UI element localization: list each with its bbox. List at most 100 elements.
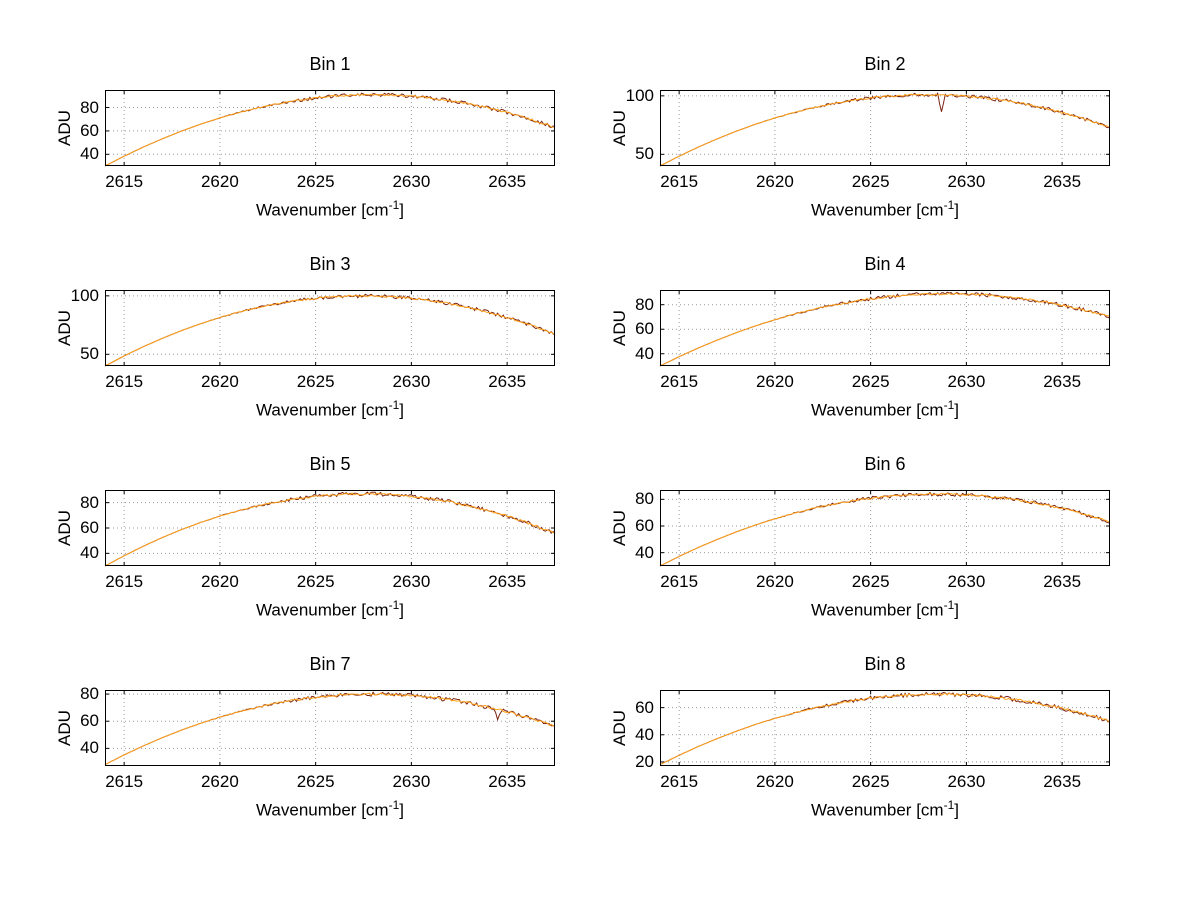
x-axis-label-text-end: ] [954, 800, 959, 820]
x-axis-label-superscript: -1 [943, 598, 955, 612]
x-tick-label: 2625 [296, 572, 335, 591]
x-axis-label-text: Wavenumber [cm [811, 400, 944, 420]
axes [659, 90, 1111, 167]
x-axis-label-text: Wavenumber [cm [256, 600, 389, 620]
spectrum-line [659, 692, 1111, 766]
x-tick-label: 2630 [392, 172, 431, 191]
subplot-bin-1: Bin 1 ADU Wavenumber [cm-1] 40 60 80 2615 26… [45, 48, 600, 243]
x-axis-label: Wavenumber [cm-1] [660, 598, 1110, 621]
axes [104, 690, 556, 766]
x-tick-label: 2625 [851, 372, 890, 391]
x-tick-label: 2635 [488, 372, 527, 391]
x-tick-label: 2615 [105, 372, 144, 391]
spectrum-line [104, 492, 556, 567]
x-axis-label: Wavenumber [cm-1] [660, 398, 1110, 421]
plot-frame [660, 490, 1110, 566]
x-tick-label: 2630 [392, 572, 431, 591]
y-tick-label: 80 [635, 489, 654, 509]
axes [104, 490, 556, 567]
y-tick-label: 40 [80, 738, 99, 758]
subplot-title: Bin 1 [309, 54, 351, 74]
subplot-title: Bin 7 [309, 654, 351, 674]
x-tick-label: 2630 [947, 172, 986, 191]
x-tick-label: 2630 [947, 372, 986, 391]
x-tick-label: 2615 [105, 772, 144, 791]
axes [659, 490, 1111, 567]
subplot-title: Bin 2 [864, 54, 906, 74]
spectrum-noise-line [104, 293, 556, 367]
spectrum-line [659, 492, 1111, 567]
spectrum-noise-line [659, 491, 1110, 567]
x-axis-label: Wavenumber [cm-1] [105, 798, 555, 821]
spectrum-line [104, 294, 556, 367]
x-tick-label: 2620 [755, 572, 794, 591]
plot-area [659, 490, 1111, 567]
y-tick-label: 80 [80, 492, 99, 512]
x-axis-label-text: Wavenumber [cm [256, 800, 389, 820]
x-tick-label: 2615 [660, 772, 699, 791]
subplot-title: Bin 4 [864, 254, 906, 274]
x-tick-label: 2620 [755, 772, 794, 791]
y-tick-label: 100 [625, 85, 654, 105]
x-axis-label-superscript: -1 [388, 598, 400, 612]
plot-frame [660, 690, 1110, 766]
x-axis-label-superscript: -1 [943, 798, 955, 812]
x-axis-label-text-end: ] [399, 600, 404, 620]
x-axis-label-text-end: ] [954, 600, 959, 620]
x-tick-label: 2625 [296, 372, 335, 391]
subplot-title: Bin 5 [309, 454, 351, 474]
plot-frame [105, 90, 555, 166]
axes [104, 90, 556, 167]
x-axis-label-superscript: -1 [943, 398, 955, 412]
y-tick-label: 60 [80, 518, 99, 537]
plot-area [659, 290, 1111, 367]
x-tick-label: 2615 [660, 372, 699, 391]
x-axis-label: Wavenumber [cm-1] [105, 398, 555, 421]
y-tick-label: 50 [635, 144, 654, 164]
x-axis-label-superscript: -1 [388, 198, 400, 212]
y-tick-label: 50 [80, 344, 99, 364]
x-axis-label-text-end: ] [399, 800, 404, 820]
plot-area [104, 690, 556, 766]
x-axis-label: Wavenumber [cm-1] [105, 198, 555, 221]
x-tick-label: 2635 [1043, 372, 1082, 391]
y-tick-label: 80 [80, 97, 99, 117]
plot-area [659, 90, 1111, 167]
subplot-bin-3: Bin 3 ADU Wavenumber [cm-1] 50 100 2615 262… [45, 248, 600, 443]
y-tick-label: 80 [635, 294, 654, 314]
x-tick-label: 2620 [755, 172, 794, 191]
plot-frame [105, 490, 555, 566]
y-tick-label: 40 [635, 542, 654, 562]
x-axis-label-text: Wavenumber [cm [811, 600, 944, 620]
y-tick-label: 60 [635, 516, 654, 535]
plot-frame [660, 90, 1110, 166]
plot-frame [660, 290, 1110, 366]
subplot-bin-7: Bin 7 ADU Wavenumber [cm-1] 40 60 80 2615 26… [45, 648, 600, 843]
x-axis-label: Wavenumber [cm-1] [660, 198, 1110, 221]
y-tick-label: 60 [80, 120, 99, 140]
subplot-title: Bin 6 [864, 454, 906, 474]
plot-frame [105, 690, 555, 766]
x-tick-label: 2630 [392, 772, 431, 791]
x-axis-label-superscript: -1 [388, 398, 400, 412]
spectrum-line [659, 93, 1111, 167]
spectrum-line [104, 692, 556, 766]
x-tick-label: 2630 [947, 572, 986, 591]
spectrum-noise-line [104, 92, 556, 167]
spectrum-line [104, 93, 556, 167]
subplot-bin-8: Bin 8 ADU Wavenumber [cm-1] 20 40 60 2615 26… [600, 648, 1155, 843]
plot-area [104, 90, 556, 167]
x-tick-label: 2630 [947, 772, 986, 791]
subplot-bin-4: Bin 4 ADU Wavenumber [cm-1] 40 60 80 2615 26… [600, 248, 1155, 443]
x-tick-label: 2620 [200, 572, 239, 591]
subplot-title: Bin 3 [309, 254, 351, 274]
y-tick-label: 20 [635, 751, 654, 771]
plot-area [104, 490, 556, 567]
x-tick-label: 2630 [392, 372, 431, 391]
x-tick-label: 2620 [200, 172, 239, 191]
axes [659, 690, 1111, 766]
spectrum-line [659, 292, 1111, 367]
x-tick-label: 2620 [755, 372, 794, 391]
x-axis-label-text: Wavenumber [cm [811, 800, 944, 820]
